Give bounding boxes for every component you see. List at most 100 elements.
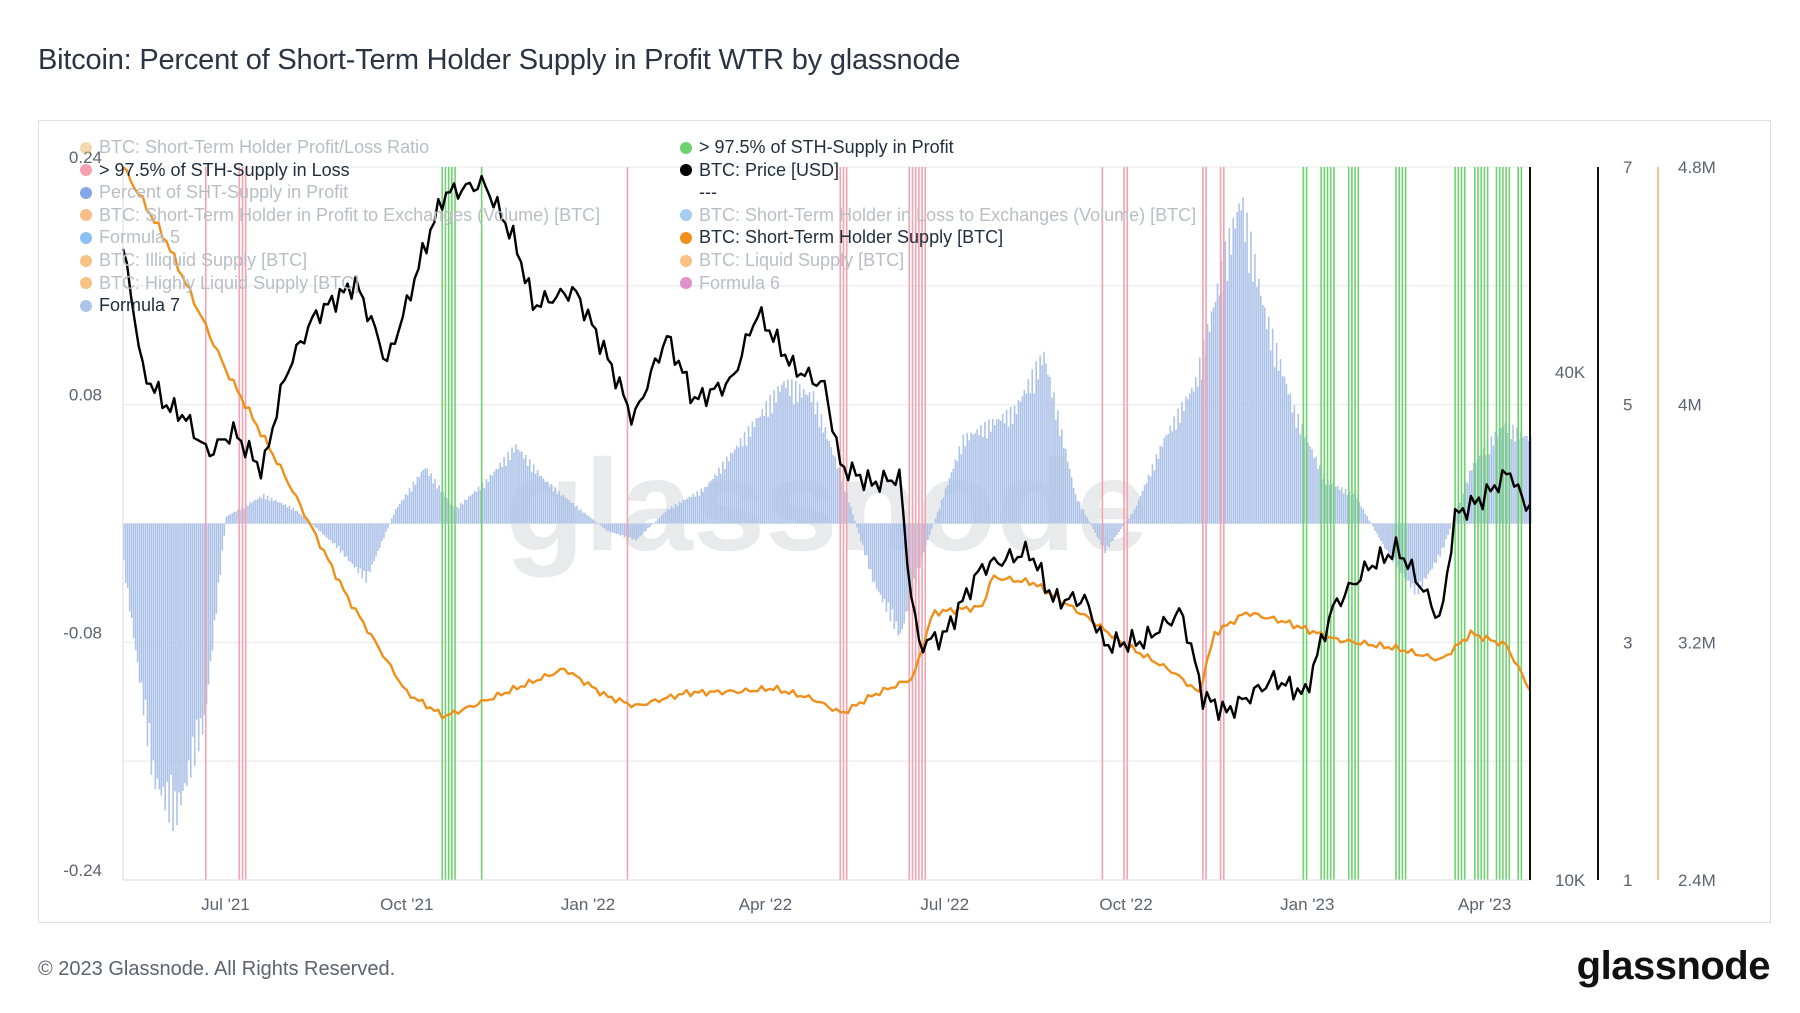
formula7-bar [1226,280,1229,524]
formula7-bar [276,501,279,524]
formula7-bar [422,470,425,524]
legend-item[interactable]: BTC: Price [USD] [680,160,839,181]
formula7-bar [1362,508,1365,524]
legend-item[interactable]: BTC: Short-Term Holder Profit/Loss Ratio [80,137,429,158]
formula7-bar [1141,490,1144,524]
formula7-bar [595,522,598,524]
formula7-bar [601,523,604,528]
legend-item[interactable]: Percent of SHT-Supply in Profit [80,182,348,203]
formula7-bar [651,523,653,525]
formula7-bar [530,472,533,524]
formula7-bar [1120,523,1122,529]
x-axis-tick-label: Jan '23 [1280,895,1334,914]
formula7-bar [724,469,726,524]
formula7-bar [186,523,188,786]
formula7-bar [631,523,634,540]
x-axis-tick-label: Jul '21 [201,895,250,914]
formula7-bar [534,473,537,524]
formula7-bar [1100,523,1103,546]
formula7-bar [178,523,180,793]
formula7-bar [785,388,787,524]
formula7-bar [126,523,129,588]
legend-item[interactable]: BTC: Highly Liquid Supply [BTC] [80,273,359,294]
formula7-bar [800,397,803,524]
formula7-bar [1167,433,1170,524]
formula7-bar [1358,502,1361,524]
formula7-bar [339,523,342,553]
formula7-bar [609,523,612,533]
formula7-bar [450,504,452,524]
formula7-bar [930,523,933,529]
formula7-bar [1033,393,1036,524]
formula7-bar [475,491,478,524]
formula7-bar [302,516,304,524]
formula7-bar [948,478,951,524]
formula7-bar [850,507,852,524]
legend-item[interactable]: BTC: Short-Term Holder in Profit to Exch… [80,205,600,226]
formula7-bar [1267,316,1270,524]
formula7-bar [536,469,539,524]
legend-item[interactable]: Formula 7 [80,295,180,316]
formula7-bar [883,523,886,599]
formula7-bar [526,466,529,524]
formula7-bar [144,523,147,700]
formula7-bar [495,469,498,524]
formula7-bar [893,523,896,629]
formula7-bar [134,523,137,650]
formula7-bar [1049,376,1051,524]
formula7-bar [1177,408,1179,524]
formula7-bar [1263,307,1266,524]
formula7-bar [392,514,395,524]
formula7-bar [1273,367,1276,524]
ratio-axis-tick-label: 3 [1623,633,1632,652]
formula7-bar [666,508,669,524]
formula7-bar [1382,523,1384,545]
formula7-bar [597,523,600,525]
formula7-bar [1334,486,1337,524]
formula7-bar [353,523,356,568]
formula7-bar [1171,431,1173,524]
formula7-bar [613,523,616,534]
legend-item[interactable]: BTC: Illiquid Supply [BTC] [80,250,307,271]
formula7-bar [1421,523,1424,587]
formula7-bar [223,523,226,536]
formula7-bar [347,523,350,561]
formula7-bar [130,523,133,619]
legend-item[interactable]: BTC: Short-Term Holder Supply [BTC] [680,227,1003,248]
formula7-bar [1005,409,1008,524]
formula7-bar [1285,383,1288,524]
legend-label: BTC: Short-Term Holder Supply [BTC] [699,227,1004,248]
formula7-bar [1039,355,1041,524]
formula7-bar [879,523,882,595]
formula7-bar [257,499,259,524]
formula7-bar [863,523,866,556]
legend-item[interactable]: --- [680,182,717,203]
formula7-bar [552,491,555,524]
formula7-bar [479,490,482,524]
formula7-bar [860,523,862,542]
formula7-bar [944,488,947,524]
formula7-bar [1419,523,1422,582]
formula7-bar [511,447,513,524]
formula7-bar [337,523,340,546]
formula7-bar [818,427,821,524]
legend-item[interactable]: BTC: Liquid Supply [BTC] [680,250,904,271]
formula7-bar [1108,523,1110,548]
left-axis-tick-label: 0.24 [69,148,102,167]
legend-item[interactable]: Formula 6 [680,273,780,294]
legend-item[interactable]: > 97.5% of STH-Supply in Profit [680,137,954,158]
formula7-bar [1370,523,1372,524]
formula7-bar [213,523,216,621]
formula7-bar [170,523,172,775]
formula7-bar [182,523,184,791]
x-axis-tick-label: Jul '22 [920,895,969,914]
formula7-bar [895,523,898,622]
formula7-bar [292,507,295,524]
legend-item[interactable]: BTC: Short-Term Holder in Loss to Exchan… [680,205,1196,226]
formula7-bar [1183,411,1185,524]
formula7-bar [816,401,819,524]
legend-item[interactable]: > 97.5% of STH-Supply in Loss [80,160,350,181]
legend-item[interactable]: Formula 5 [80,227,180,248]
formula7-bar [927,523,929,541]
formula7-bar [1518,438,1520,524]
